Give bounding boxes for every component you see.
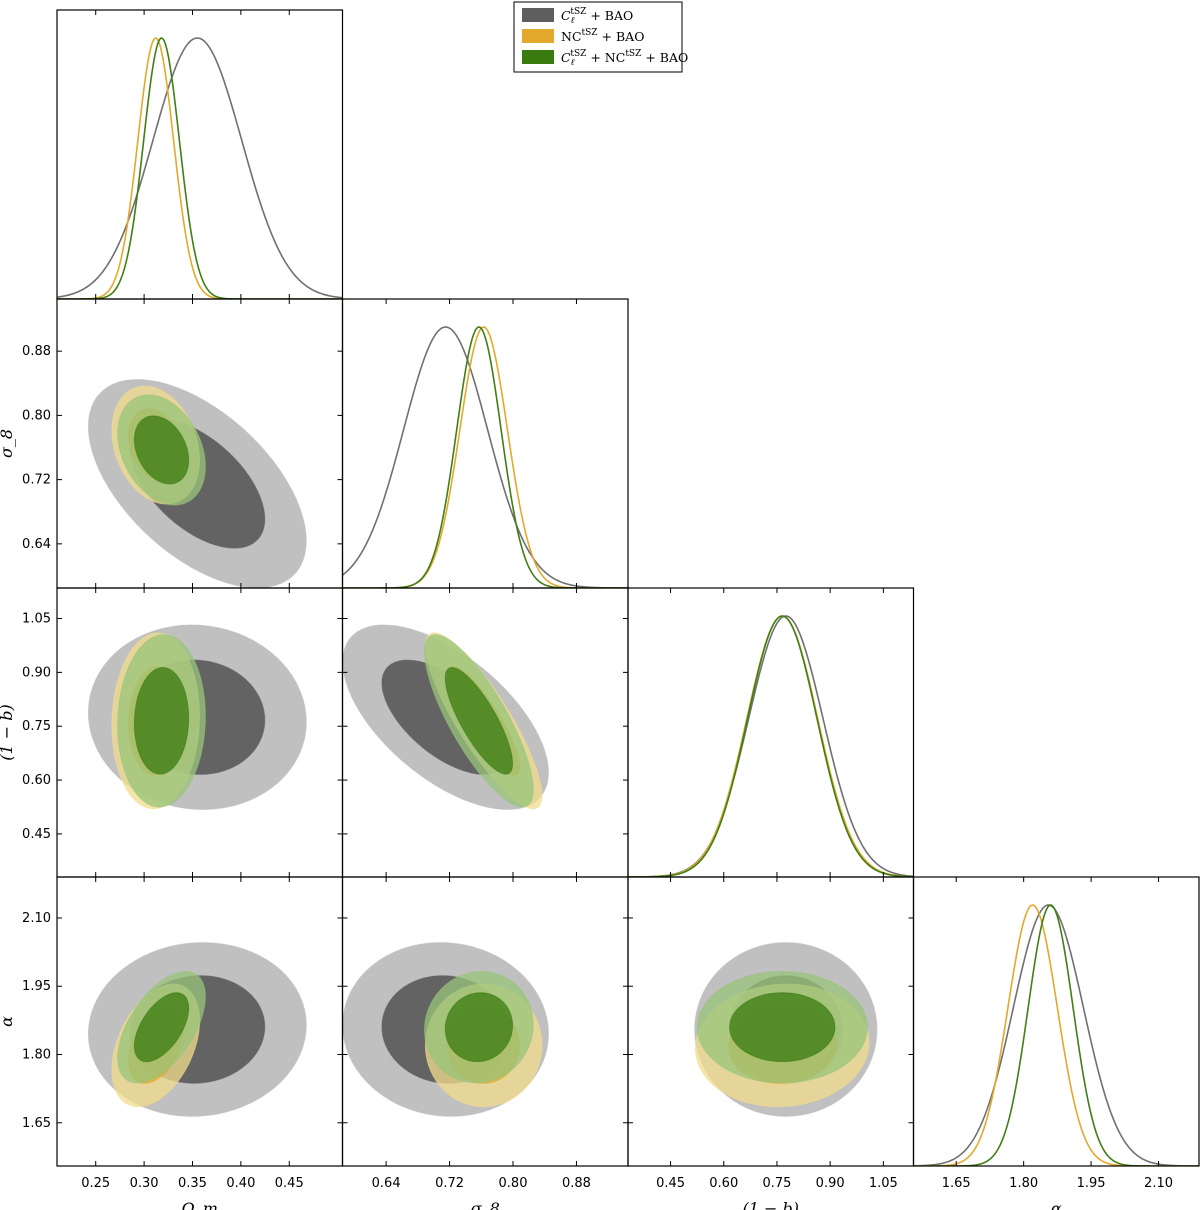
y-axis-label-a: α — [0, 1016, 16, 1027]
legend-entry-0-sup: tSZ — [570, 7, 586, 17]
panel-frame-1-1 — [341, 298, 629, 589]
x-tick-label: 0.90 — [816, 1176, 845, 1191]
x-tick-label: 0.40 — [226, 1176, 255, 1191]
y-axis-label-s8: σ_8 — [0, 429, 16, 458]
x-axis-label-om: Ω_m — [181, 1199, 218, 1210]
y-tick-label: 1.80 — [22, 1047, 51, 1062]
legend: CℓtSZ + BAO NCtSZ + BAO CℓtSZ + NCtSZ + … — [513, 1, 688, 73]
y-tick-label: 0.45 — [22, 827, 51, 842]
marginal-om — [57, 37, 343, 299]
contour-inner-series-2 — [444, 992, 514, 1063]
legend-entry-1-sup: tSZ — [582, 28, 598, 38]
legend-entry-0-main: C — [561, 8, 571, 23]
legend-entry-2-main: C — [561, 50, 571, 65]
legend-entry-0-sub: ℓ — [571, 16, 575, 26]
x-axis-label-s8: σ_8 — [471, 1199, 500, 1210]
marginal-line-series-1 — [628, 615, 914, 877]
legend-entry-2-sup2: tSZ — [625, 49, 641, 59]
y-tick-label: 0.80 — [22, 408, 51, 423]
legend-entry-2-sup: tSZ — [570, 49, 586, 59]
contour-inner-series-2 — [729, 992, 836, 1063]
x-tick-label: 1.05 — [869, 1176, 898, 1191]
marginal-line-series-0 — [342, 326, 628, 588]
contour-layer — [87, 379, 878, 1117]
contour-inner-series-2 — [444, 667, 514, 775]
x-tick-label: 1.65 — [942, 1176, 971, 1191]
x-tick-label: 0.45 — [656, 1176, 685, 1191]
panel-b-vs-s8 — [342, 624, 549, 810]
x-tick-label: 0.35 — [178, 1176, 207, 1191]
marginal-line-series-2 — [342, 326, 628, 588]
x-tick-label: 0.45 — [275, 1176, 304, 1191]
y-tick-label: 0.88 — [22, 344, 51, 359]
legend-entry-2-rest: + NC — [586, 50, 625, 65]
legend-entry-0: CℓtSZ + BAO — [561, 7, 633, 26]
y-tick-label: 1.05 — [22, 612, 51, 627]
y-tick-label: 0.72 — [22, 473, 51, 488]
x-tick-label: 2.10 — [1144, 1176, 1173, 1191]
legend-entry-1: NCtSZ + BAO — [561, 28, 644, 44]
marginal-s8 — [342, 326, 628, 588]
legend-entry-2: CℓtSZ + NCtSZ + BAO — [561, 49, 688, 68]
marginal-line-series-0 — [628, 615, 914, 877]
x-tick-label: 1.95 — [1077, 1176, 1106, 1191]
y-tick-label: 0.75 — [22, 719, 51, 734]
y-tick-label: 1.65 — [22, 1116, 51, 1131]
panel-a-vs-b — [694, 942, 878, 1117]
marginal-line-series-1 — [913, 904, 1199, 1166]
marginal-line-series-2 — [913, 904, 1199, 1166]
y-tick-label: 0.60 — [22, 773, 51, 788]
legend-swatch-2 — [522, 50, 554, 64]
marginal-line-series-0 — [57, 37, 343, 299]
x-tick-label: 1.80 — [1009, 1176, 1038, 1191]
panel-frame-3-3 — [912, 876, 1200, 1167]
panel-s8-vs-om — [87, 379, 307, 588]
legend-entry-2-rest2: + BAO — [641, 50, 688, 65]
panel-a-vs-om — [87, 942, 307, 1117]
y-axis-label-b: (1 − b) — [0, 704, 16, 760]
marginal-line-series-2 — [628, 615, 914, 877]
x-tick-label: 0.64 — [372, 1176, 401, 1191]
panel-frame-0-0 — [56, 9, 344, 300]
legend-entry-1-rest: + BAO — [598, 29, 645, 44]
y-tick-label: 2.10 — [22, 911, 51, 926]
marginal-line-series-2 — [57, 37, 343, 299]
legend-swatch-0 — [522, 8, 554, 22]
contour-inner-series-2 — [133, 667, 190, 775]
y-tick-label: 1.95 — [22, 979, 51, 994]
contour-inner-series-2 — [133, 992, 190, 1063]
marginal-a — [913, 904, 1199, 1166]
x-tick-label: 0.30 — [130, 1176, 159, 1191]
x-tick-label: 0.72 — [435, 1176, 464, 1191]
frame-layer — [56, 9, 1200, 1167]
marginal-line-series-0 — [913, 904, 1199, 1166]
y-tick-label: 0.90 — [22, 665, 51, 680]
x-tick-label: 0.60 — [709, 1176, 738, 1191]
x-axis-label-b: (1 − b) — [743, 1199, 799, 1210]
x-axis-label-a: α — [1051, 1199, 1062, 1210]
panel-a-vs-s8 — [342, 942, 549, 1117]
x-tick-label: 0.88 — [562, 1176, 591, 1191]
marginal-b — [628, 615, 914, 877]
legend-entry-0-rest: + BAO — [586, 8, 633, 23]
legend-entry-1-main: NC — [561, 29, 582, 44]
x-tick-label: 0.75 — [762, 1176, 791, 1191]
marginal-line-series-1 — [57, 37, 343, 299]
x-tick-label: 0.25 — [81, 1176, 110, 1191]
legend-entry-2-sub: ℓ — [571, 58, 575, 68]
y-tick-label: 0.64 — [22, 537, 51, 552]
legend-swatch-1 — [522, 29, 554, 43]
x-tick-label: 0.80 — [499, 1176, 528, 1191]
marginal-line-series-1 — [342, 326, 628, 588]
contour-inner-series-2 — [133, 415, 190, 485]
tick-layer: 0.25 0.30 0.35 0.40 0.45 Ω_m 0.64 0.72 0.80 0.88 σ… — [0, 10, 1173, 1210]
panel-b-vs-om — [87, 624, 307, 811]
